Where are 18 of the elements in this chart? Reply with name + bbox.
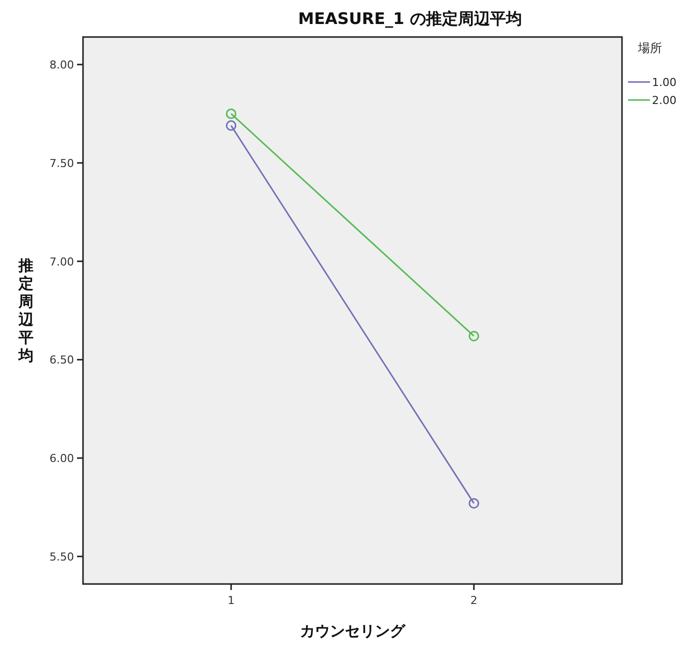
chart-title: MEASURE_1 の推定周辺平均 bbox=[298, 9, 522, 28]
point bbox=[226, 108, 236, 119]
y-tick-label: 5.50 bbox=[50, 550, 74, 564]
point bbox=[468, 330, 480, 342]
y-tick-label: 8.00 bbox=[50, 58, 74, 72]
point bbox=[468, 498, 480, 509]
x-tick-label: 1 bbox=[228, 594, 235, 607]
y-tick-label: 6.00 bbox=[50, 452, 74, 466]
y-tick-label: 7.50 bbox=[50, 156, 74, 170]
legend-label: 1.00 bbox=[652, 76, 676, 89]
y-tick-label: 7.00 bbox=[50, 255, 74, 268]
legend-title: 場所 bbox=[637, 41, 662, 55]
y-axis-title: 推定周辺平均 bbox=[18, 256, 34, 364]
point bbox=[226, 120, 236, 131]
x-tick-label: 2 bbox=[470, 594, 478, 607]
y-tick-label: 6.50 bbox=[50, 354, 74, 367]
legend-label: 2.00 bbox=[652, 94, 676, 107]
x-axis-title: カウンセリング bbox=[300, 622, 406, 640]
